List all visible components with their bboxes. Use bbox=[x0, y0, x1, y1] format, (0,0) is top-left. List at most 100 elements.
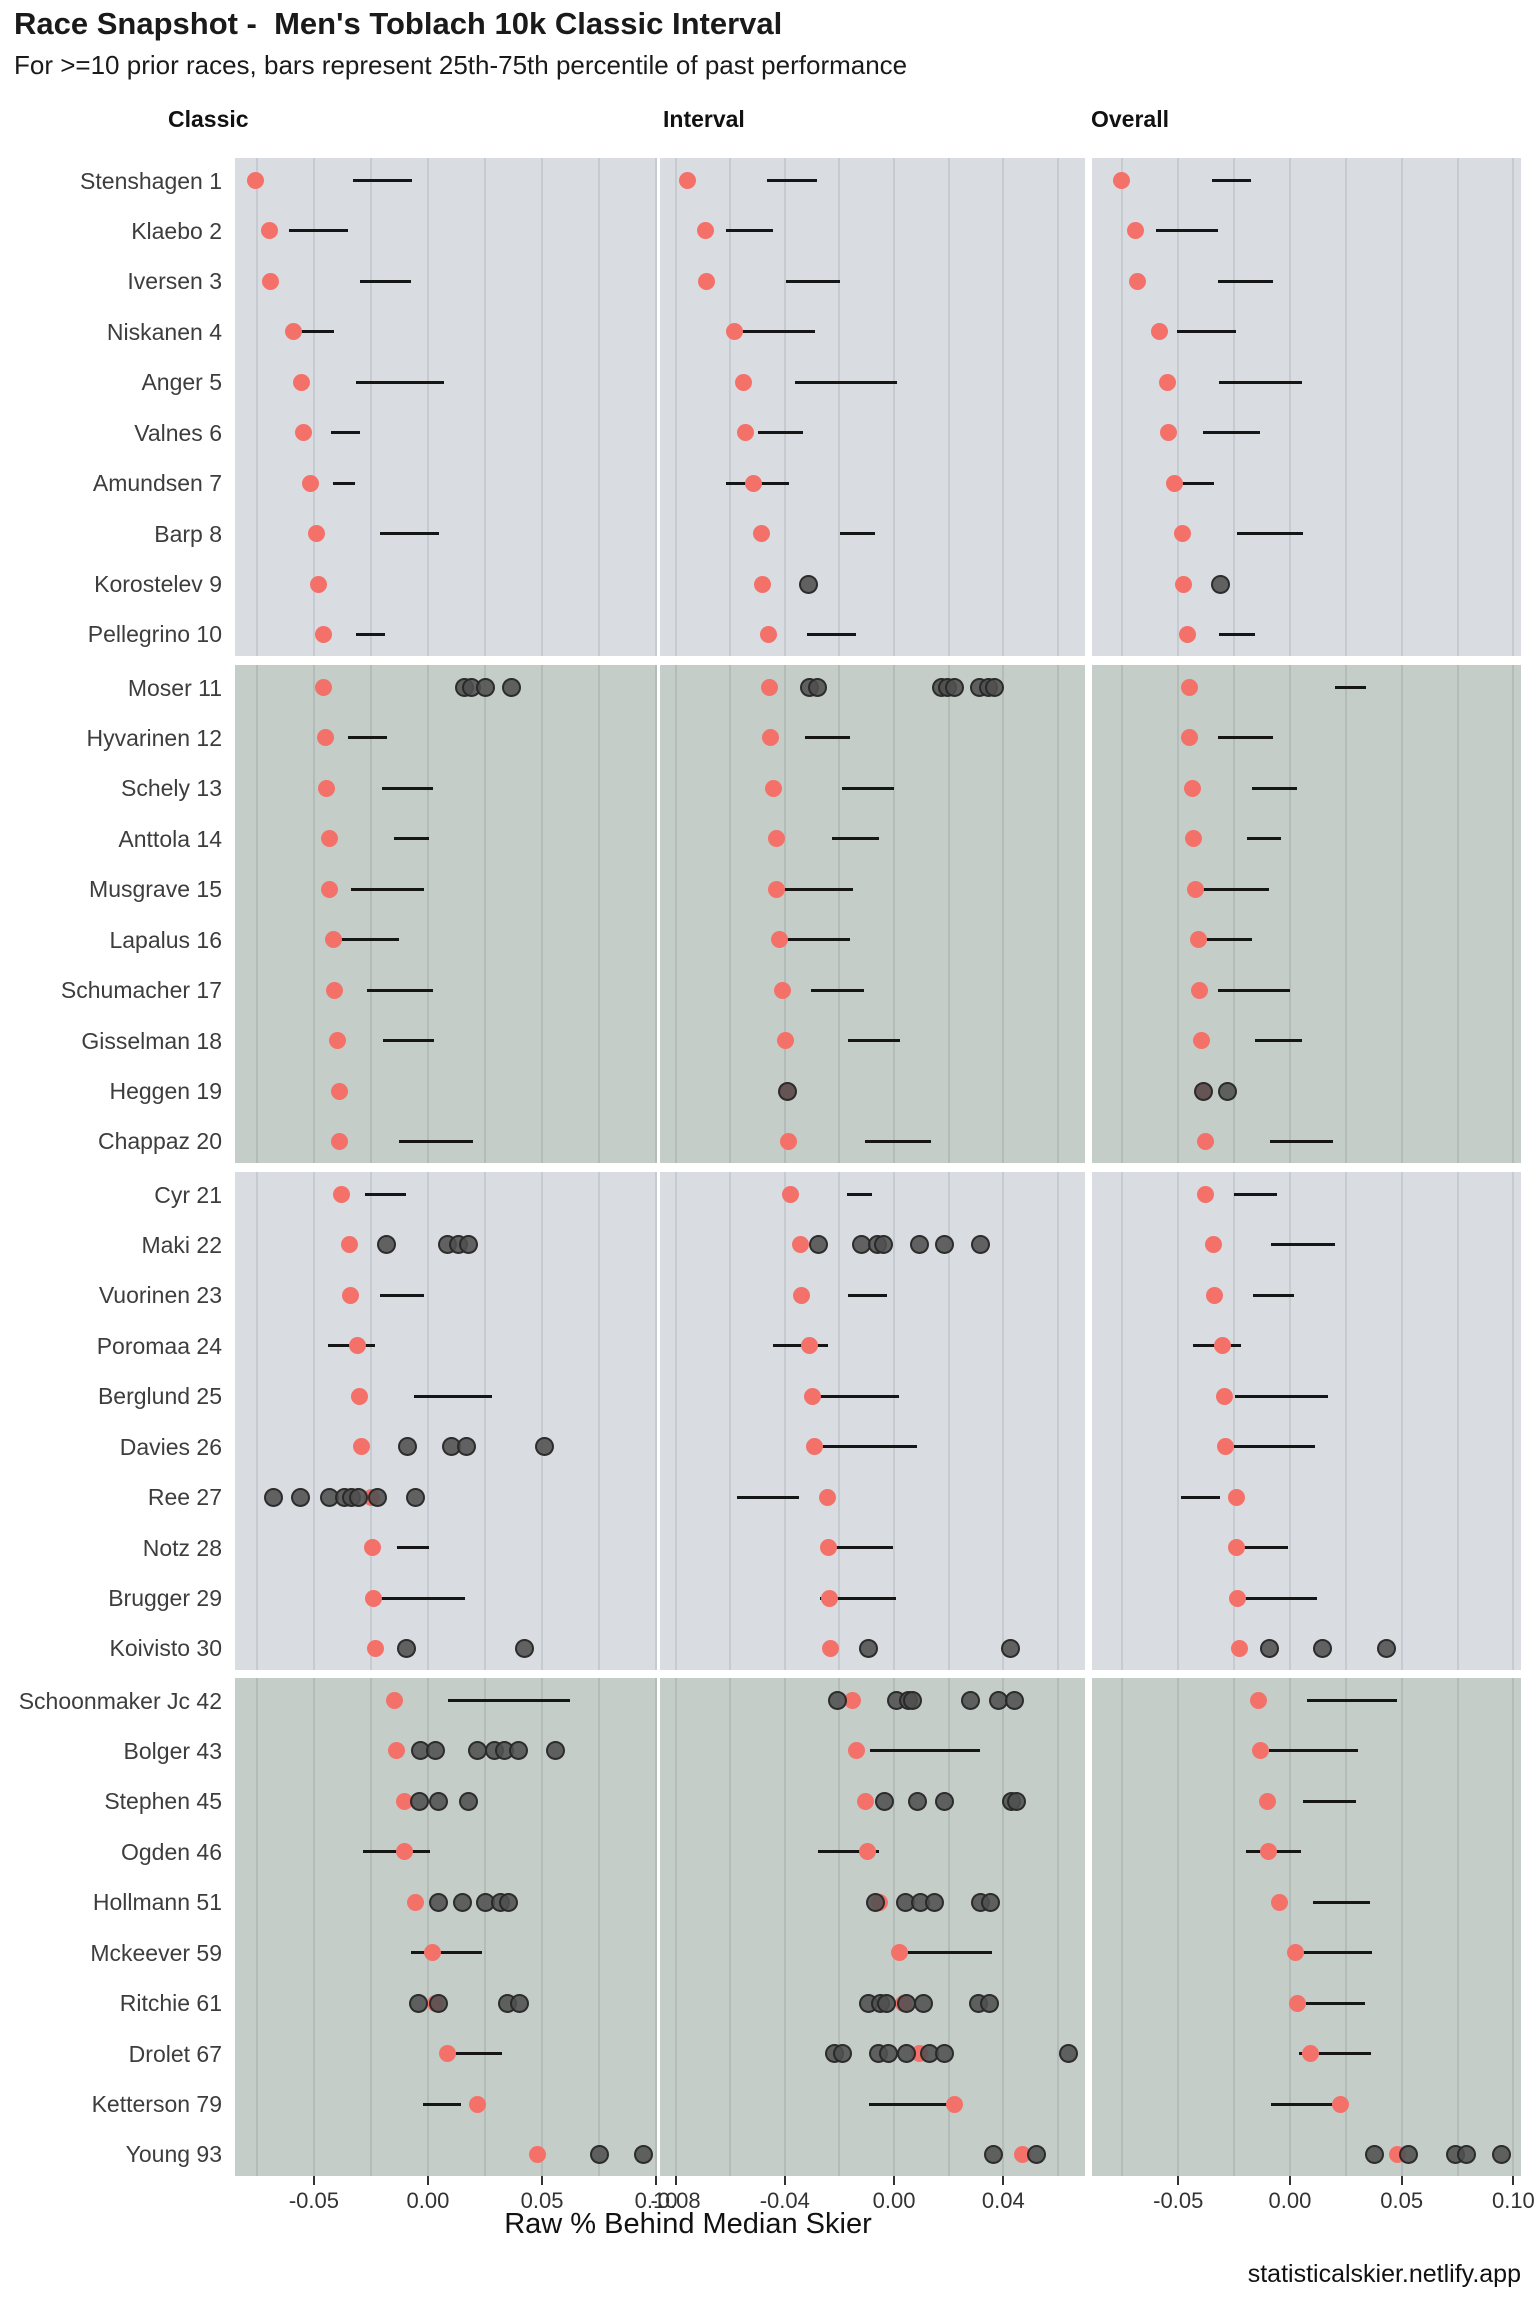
past-result-dot bbox=[876, 1993, 896, 2013]
gridline bbox=[426, 1678, 429, 2176]
past-result-dot bbox=[934, 1235, 954, 1255]
gridline bbox=[838, 158, 841, 656]
row-label: Niskanen 4 bbox=[106, 318, 222, 345]
gridline bbox=[1233, 1678, 1236, 2176]
x-tick-mark bbox=[312, 2176, 315, 2185]
gridline bbox=[1121, 158, 1124, 656]
row-label: Hyvarinen 12 bbox=[86, 724, 222, 751]
iqr-bar bbox=[288, 229, 348, 233]
x-tick-label: 0.10 bbox=[634, 2188, 678, 2213]
current-result-dot bbox=[1165, 474, 1183, 492]
row-label: Mckeever 59 bbox=[90, 1939, 222, 1966]
current-result-dot bbox=[890, 1944, 908, 1962]
current-result-dot bbox=[330, 1082, 348, 1100]
iqr-bar bbox=[1270, 1243, 1335, 1247]
gridline bbox=[729, 665, 732, 1163]
past-result-dot bbox=[934, 2044, 954, 2064]
row-label: Anttola 14 bbox=[118, 825, 222, 852]
iqr-bar bbox=[447, 1699, 570, 1702]
row-label: Valnes 6 bbox=[134, 419, 222, 446]
past-result-dot bbox=[1313, 1638, 1333, 1658]
current-result-dot bbox=[332, 1186, 350, 1203]
iqr-bar bbox=[373, 1596, 465, 1600]
iqr-bar bbox=[1217, 988, 1290, 992]
current-result-dot bbox=[1014, 2145, 1032, 2163]
row-label: Korostelev 9 bbox=[94, 571, 222, 598]
gridline bbox=[484, 665, 486, 1163]
current-result-dot bbox=[396, 1843, 414, 1861]
iqr-bar bbox=[839, 532, 875, 536]
current-result-dot bbox=[316, 729, 334, 747]
current-result-dot bbox=[528, 2145, 546, 2163]
current-result-dot bbox=[1180, 679, 1198, 696]
past-result-dot bbox=[878, 2044, 898, 2064]
gridline bbox=[1512, 1172, 1515, 1670]
current-result-dot bbox=[696, 222, 714, 240]
gridline bbox=[598, 1678, 601, 2176]
past-result-dot bbox=[1259, 1638, 1279, 1658]
past-result-dot bbox=[1007, 1791, 1027, 1811]
iqr-bar bbox=[381, 786, 433, 790]
x-tick-mark bbox=[1002, 2176, 1005, 2185]
row-label: Barp 8 bbox=[154, 520, 222, 547]
iqr-bar bbox=[362, 1850, 431, 1854]
current-result-dot bbox=[858, 1843, 876, 1861]
row-label: Hollmann 51 bbox=[92, 1889, 222, 1916]
past-result-dot bbox=[828, 1691, 848, 1710]
iqr-bar bbox=[1269, 1139, 1334, 1143]
row-label: Notz 28 bbox=[142, 1534, 222, 1561]
facet-strip-classic: Classic bbox=[168, 106, 249, 132]
past-result-dot bbox=[408, 1993, 428, 2013]
gridline bbox=[674, 665, 677, 1163]
current-result-dot bbox=[341, 1236, 359, 1254]
iqr-bar bbox=[1178, 481, 1215, 485]
current-result-dot bbox=[1228, 1539, 1246, 1557]
x-tick-mark bbox=[1512, 2176, 1515, 2185]
current-result-dot bbox=[1213, 1337, 1231, 1355]
gridline bbox=[598, 1172, 601, 1670]
panel-overall-group2 bbox=[1092, 665, 1521, 1163]
gridline bbox=[1344, 1172, 1347, 1670]
past-result-dot bbox=[1218, 1081, 1238, 1101]
iqr-bar bbox=[847, 1193, 872, 1196]
row-label: Drolet 67 bbox=[128, 2040, 222, 2067]
current-result-dot bbox=[801, 1337, 819, 1355]
current-result-dot bbox=[1113, 172, 1131, 189]
current-result-dot bbox=[469, 2095, 487, 2113]
current-result-dot bbox=[1215, 1387, 1233, 1405]
past-result-dot bbox=[510, 1993, 530, 2013]
past-result-dot bbox=[409, 1791, 429, 1811]
row-label: Schely 13 bbox=[120, 775, 222, 802]
current-result-dot bbox=[364, 1589, 382, 1607]
gridline bbox=[255, 1678, 258, 2176]
past-result-dot bbox=[589, 2144, 609, 2164]
current-result-dot bbox=[385, 1692, 403, 1709]
iqr-bar bbox=[1269, 1749, 1359, 1753]
current-result-dot bbox=[1196, 1186, 1214, 1203]
panel-overall-group1 bbox=[1092, 158, 1521, 656]
row-label: Ogden 46 bbox=[120, 1838, 222, 1865]
gridline bbox=[947, 1172, 950, 1670]
past-result-dot bbox=[960, 1691, 980, 1710]
iqr-bar bbox=[1306, 2001, 1366, 2005]
gridline bbox=[1177, 1678, 1180, 2176]
current-result-dot bbox=[804, 1387, 822, 1405]
iqr-bar bbox=[396, 1546, 430, 1550]
iqr-bar bbox=[347, 736, 387, 740]
past-result-dot bbox=[1210, 574, 1230, 594]
iqr-bar bbox=[1235, 1394, 1329, 1398]
facet-strip-interval: Interval bbox=[663, 106, 745, 132]
source-link: statisticalskier.netlify.app bbox=[1247, 2260, 1521, 2288]
iqr-bar bbox=[869, 2102, 951, 2106]
past-result-dot bbox=[903, 1691, 923, 1710]
past-result-dot bbox=[429, 1993, 449, 2013]
past-result-dot bbox=[264, 1487, 284, 1507]
gridline bbox=[947, 158, 950, 656]
past-result-dot bbox=[971, 1235, 991, 1255]
current-result-dot bbox=[1193, 1032, 1211, 1050]
gridline bbox=[426, 665, 429, 1163]
iqr-bar bbox=[1202, 938, 1253, 942]
gridline bbox=[1177, 665, 1180, 1163]
x-tick-mark bbox=[893, 2176, 896, 2185]
past-result-dot bbox=[501, 678, 521, 697]
